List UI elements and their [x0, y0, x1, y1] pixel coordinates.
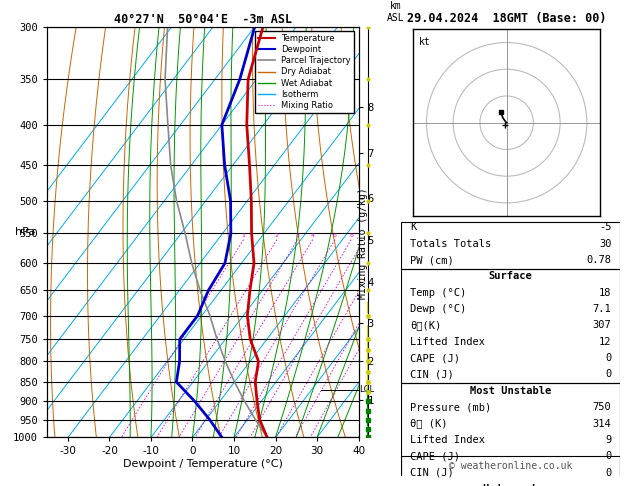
Text: Lifted Index: Lifted Index [410, 337, 485, 347]
Bar [401, 456, 620, 482]
Text: θᴇ (K): θᴇ (K) [410, 418, 448, 429]
Bar [401, 383, 620, 482]
Text: LCL: LCL [359, 385, 374, 395]
Text: kt: kt [419, 36, 430, 47]
Text: CIN (J): CIN (J) [410, 468, 454, 478]
Text: 1: 1 [242, 233, 245, 238]
Text: CAPE (J): CAPE (J) [410, 451, 460, 461]
Text: Pressure (mb): Pressure (mb) [410, 402, 491, 412]
Text: PW (cm): PW (cm) [410, 255, 454, 265]
Title: 40°27'N  50°04'E  -3m ASL: 40°27'N 50°04'E -3m ASL [114, 13, 292, 26]
Text: 314: 314 [593, 418, 611, 429]
Text: CIN (J): CIN (J) [410, 369, 454, 380]
Text: -5: -5 [599, 223, 611, 232]
Text: Lifted Index: Lifted Index [410, 435, 485, 445]
Text: θᴇ(K): θᴇ(K) [410, 320, 442, 330]
Text: hPa: hPa [15, 227, 35, 237]
Text: 0: 0 [605, 468, 611, 478]
Text: 9: 9 [605, 435, 611, 445]
Bar [401, 269, 620, 383]
X-axis label: Dewpoint / Temperature (°C): Dewpoint / Temperature (°C) [123, 459, 283, 469]
Text: 307: 307 [593, 320, 611, 330]
Text: 0: 0 [605, 353, 611, 363]
Text: 750: 750 [593, 402, 611, 412]
Text: 30: 30 [599, 239, 611, 249]
Text: Most Unstable: Most Unstable [470, 386, 552, 396]
Text: K: K [410, 223, 416, 232]
Text: Dewp (°C): Dewp (°C) [410, 304, 466, 314]
Text: 2: 2 [275, 233, 279, 238]
Text: Mixing Ratio (g/kg): Mixing Ratio (g/kg) [358, 187, 368, 299]
Text: 0: 0 [605, 369, 611, 380]
Text: 0.78: 0.78 [586, 255, 611, 265]
Text: CAPE (J): CAPE (J) [410, 353, 460, 363]
Text: Hodograph: Hodograph [482, 484, 539, 486]
Text: 7.1: 7.1 [593, 304, 611, 314]
Text: © weatheronline.co.uk: © weatheronline.co.uk [449, 461, 572, 471]
Text: 12: 12 [599, 337, 611, 347]
Text: Totals Totals: Totals Totals [410, 239, 491, 249]
Text: 3: 3 [296, 233, 299, 238]
Legend: Temperature, Dewpoint, Parcel Trajectory, Dry Adiabat, Wet Adiabat, Isotherm, Mi: Temperature, Dewpoint, Parcel Trajectory… [255, 31, 354, 113]
Text: 6: 6 [333, 233, 337, 238]
Text: Temp (°C): Temp (°C) [410, 288, 466, 298]
Text: Surface: Surface [489, 272, 533, 281]
Text: 0: 0 [605, 451, 611, 461]
Text: 18: 18 [599, 288, 611, 298]
Text: 8: 8 [349, 233, 353, 238]
Text: 4: 4 [311, 233, 314, 238]
Text: 29.04.2024  18GMT (Base: 00): 29.04.2024 18GMT (Base: 00) [406, 12, 606, 25]
Text: km
ASL: km ASL [387, 1, 404, 23]
Bar [401, 223, 620, 269]
